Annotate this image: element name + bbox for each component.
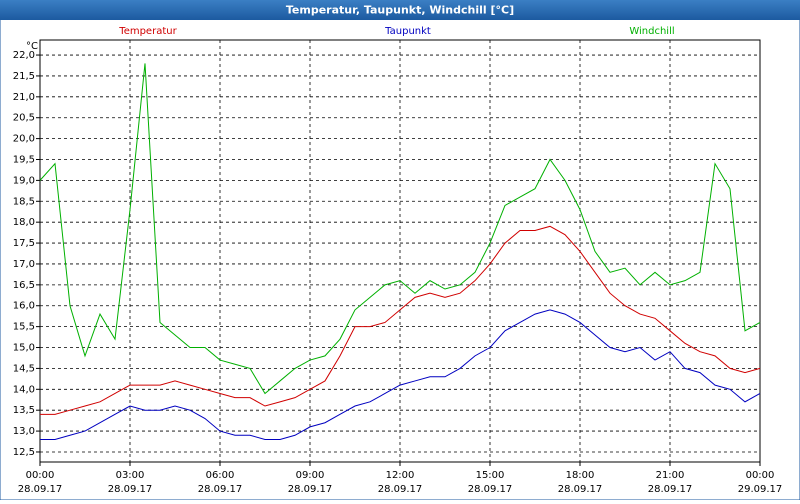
data-line: [40, 225, 761, 415]
title-bar: [0, 0, 800, 20]
legend-entry: Temperatur: [118, 26, 177, 37]
x-tick-label: 12:00 28.09.17: [378, 470, 423, 495]
y-tick-label: 18,0: [13, 217, 35, 228]
data-line: [39, 63, 761, 395]
y-tick-label: 21,0: [13, 92, 35, 103]
window-title: Temperatur, Taupunkt, Windchill [°C]: [286, 4, 514, 17]
x-tick-label: 03:00 28.09.17: [108, 470, 153, 495]
y-tick-label: 20,5: [13, 113, 35, 124]
y-tick-label: 15,0: [13, 343, 35, 354]
x-tick-label: 09:00 28.09.17: [288, 470, 333, 495]
y-tick-label: 13,0: [13, 426, 35, 437]
y-tick-label: 17,5: [13, 238, 35, 249]
y-tick-label: 14,5: [13, 363, 35, 374]
y-tick-label: 17,0: [13, 259, 35, 270]
y-tick-label: 13,5: [13, 405, 35, 416]
x-tick-label: 00:00 28.09.17: [18, 470, 63, 495]
y-tick-label: 16,0: [13, 301, 35, 312]
legend-entry: Windchill: [629, 26, 674, 37]
y-tick-label: 16,5: [13, 280, 35, 291]
legend-entry: Taupunkt: [384, 26, 431, 37]
y-tick-label: 18,5: [13, 196, 35, 207]
unit-label: °C: [26, 41, 38, 52]
y-tick-label: 19,5: [13, 154, 35, 165]
y-tick-label: 21,5: [13, 71, 35, 82]
x-tick-label: 15:00 28.09.17: [468, 470, 513, 495]
data-line: [40, 309, 761, 440]
y-tick-label: 22,0: [13, 50, 35, 61]
x-tick-label: 06:00 28.09.17: [198, 470, 243, 495]
x-tick-label: 21:00 28.09.17: [648, 470, 693, 495]
y-tick-label: 19,0: [13, 175, 35, 186]
y-tick-label: 12,5: [13, 447, 35, 458]
y-tick-label: 14,0: [13, 384, 35, 395]
y-tick-label: 20,0: [13, 134, 35, 145]
y-tick-label: 15,5: [13, 322, 35, 333]
x-tick-label: 00:00 29.09.17: [738, 470, 783, 495]
x-tick-label: 18:00 28.09.17: [558, 470, 603, 495]
